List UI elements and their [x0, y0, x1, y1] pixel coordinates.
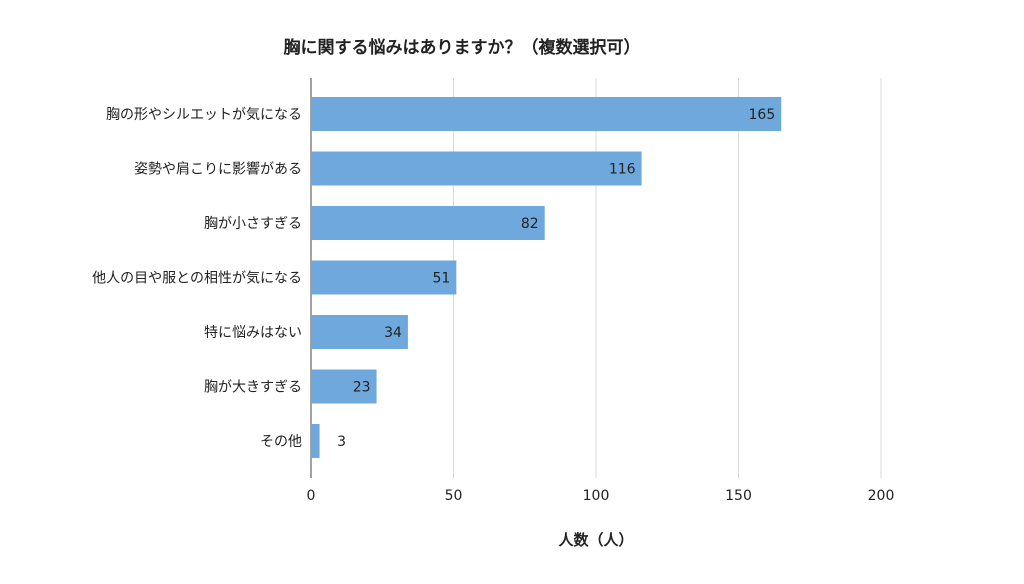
bar: [311, 260, 457, 295]
category-label: 特に悩みはない: [204, 325, 302, 341]
category-label: 胸の形やシルエットが気になる: [106, 107, 302, 123]
category-label: 胸が小さすぎる: [204, 216, 302, 232]
bar: [311, 97, 782, 131]
data-label: 165: [749, 107, 776, 123]
category-labels: 胸の形やシルエットが気になる姿勢や肩こりに影響がある胸が小さすぎる他人の目や服と…: [92, 107, 302, 450]
bars: [311, 97, 782, 458]
data-labels: 165 116 82 51 34 23 3: [337, 107, 775, 450]
bar: [311, 424, 320, 458]
data-label: 51: [433, 271, 451, 287]
x-tick-label: 50: [445, 488, 463, 504]
category-label: 他人の目や服との相性が気になる: [92, 271, 302, 287]
data-label: 82: [521, 216, 539, 232]
category-label: 胸が大きすぎる: [204, 380, 302, 396]
data-label: 3: [337, 434, 346, 450]
data-label: 116: [609, 162, 636, 178]
chart-title: 胸に関する悩みはありますか？（複数選択可）: [284, 37, 641, 58]
bar: [311, 151, 642, 186]
bar: [311, 369, 377, 404]
x-tick-label: 200: [868, 488, 895, 504]
data-label: 23: [353, 380, 371, 396]
category-label: その他: [260, 434, 302, 450]
x-tick-label: 0: [307, 488, 316, 504]
bar: [311, 315, 408, 349]
x-tick-label: 150: [725, 488, 752, 504]
data-label: 34: [384, 325, 402, 341]
category-label: 姿勢や肩こりに影響がある: [134, 161, 302, 178]
bar: [311, 206, 545, 240]
gridlines: [310, 78, 882, 478]
x-tick-label: 100: [583, 488, 610, 504]
x-axis-ticks: 0 50 100 150 200: [307, 488, 895, 504]
x-axis-label: 人数（人）: [558, 531, 633, 549]
